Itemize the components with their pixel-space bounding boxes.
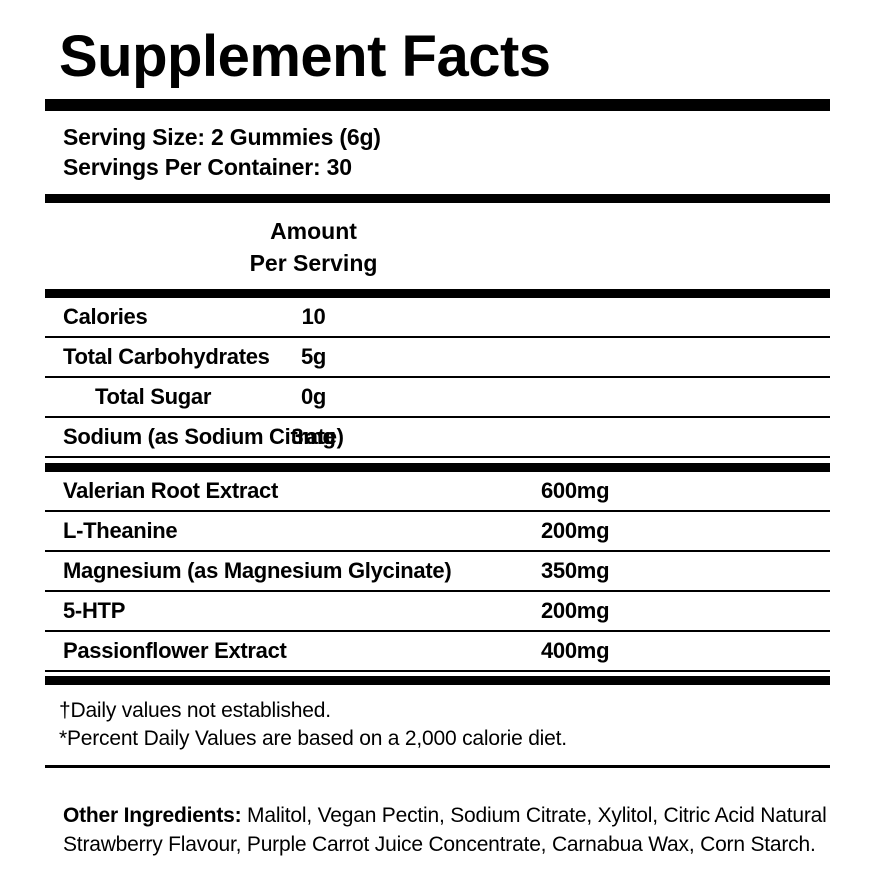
other-ingredients-text: Other Ingredients: Malitol, Vegan Pectin… bbox=[63, 802, 830, 860]
divider-under-serving-info bbox=[45, 193, 830, 203]
serving-size-line: Serving Size: 2 Gummies (6g) bbox=[63, 124, 381, 150]
divider-below-nutrition-rows bbox=[45, 455, 830, 458]
table-row: Total Carbohydrates 5g bbox=[45, 338, 830, 376]
divider-above-footnotes bbox=[45, 675, 830, 685]
serving-info-block: Serving Size: 2 Gummies (6g) Servings Pe… bbox=[45, 111, 830, 194]
table-row: Calories 10 bbox=[45, 298, 830, 336]
footnotes-block: †Daily values not established. *Percent … bbox=[45, 685, 830, 766]
footnote-daily-values: †Daily values not established. bbox=[59, 698, 331, 722]
row-label: Total Carbohydrates bbox=[63, 343, 270, 369]
divider-above-other-ingredients bbox=[45, 765, 830, 769]
row-label: L-Theanine bbox=[63, 517, 178, 543]
page-title: Supplement Facts bbox=[59, 24, 551, 89]
amount-per-serving-header: Amount Per Serving bbox=[45, 203, 830, 289]
table-row: L-Theanine 200mg bbox=[45, 512, 830, 550]
nutrition-rows: Calories 10 Total Carbohydrates 5g Total… bbox=[45, 298, 830, 456]
row-divider bbox=[45, 629, 830, 632]
footnote-percent-daily-values: *Percent Daily Values are based on a 2,0… bbox=[59, 727, 567, 751]
row-label: Passionflower Extract bbox=[63, 637, 287, 663]
divider-under-title bbox=[45, 99, 830, 111]
divider-above-nutrition-rows bbox=[45, 288, 830, 298]
other-ingredients-block: Other Ingredients: Malitol, Vegan Pectin… bbox=[45, 768, 830, 860]
row-value: 10 bbox=[301, 303, 326, 329]
table-row: Passionflower Extract 400mg bbox=[45, 632, 830, 670]
table-row: Valerian Root Extract 600mg bbox=[45, 472, 830, 510]
table-row: Total Sugar 0g bbox=[45, 378, 830, 416]
row-divider bbox=[45, 509, 830, 512]
divider-below-supplement-rows bbox=[45, 669, 830, 672]
row-label: Magnesium (as Magnesium Glycinate) bbox=[63, 557, 452, 583]
amount-header-line-2: Per Serving bbox=[249, 249, 378, 276]
row-label: Total Sugar bbox=[95, 383, 212, 409]
servings-per-container-line: Servings Per Container: 30 bbox=[63, 154, 352, 181]
other-ingredients-label: Other Ingredients: bbox=[63, 804, 242, 828]
supplement-rows: Valerian Root Extract 600mg L-Theanine 2… bbox=[45, 472, 830, 670]
row-divider bbox=[45, 549, 830, 552]
table-row: Magnesium (as Magnesium Glycinate) 350mg bbox=[45, 552, 830, 590]
amount-header-line-1: Amount bbox=[270, 217, 357, 244]
row-divider bbox=[45, 415, 830, 418]
divider-above-supplement-rows bbox=[45, 462, 830, 472]
row-label: Calories bbox=[63, 303, 148, 329]
table-row: Sodium (as Sodium Citrate) 3mg bbox=[45, 418, 830, 456]
row-label: Valerian Root Extract bbox=[63, 477, 279, 503]
row-label: Sodium (as Sodium Citrate) bbox=[63, 423, 344, 449]
other-ingredients-list: Malitol, Vegan Pectin, Sodium Citrate, X… bbox=[63, 804, 827, 857]
row-value: 200mg bbox=[541, 597, 610, 623]
row-divider bbox=[45, 335, 830, 338]
table-row: 5-HTP 200mg bbox=[45, 592, 830, 630]
row-divider bbox=[45, 589, 830, 592]
row-label: 5-HTP bbox=[63, 597, 126, 623]
row-divider bbox=[45, 375, 830, 378]
